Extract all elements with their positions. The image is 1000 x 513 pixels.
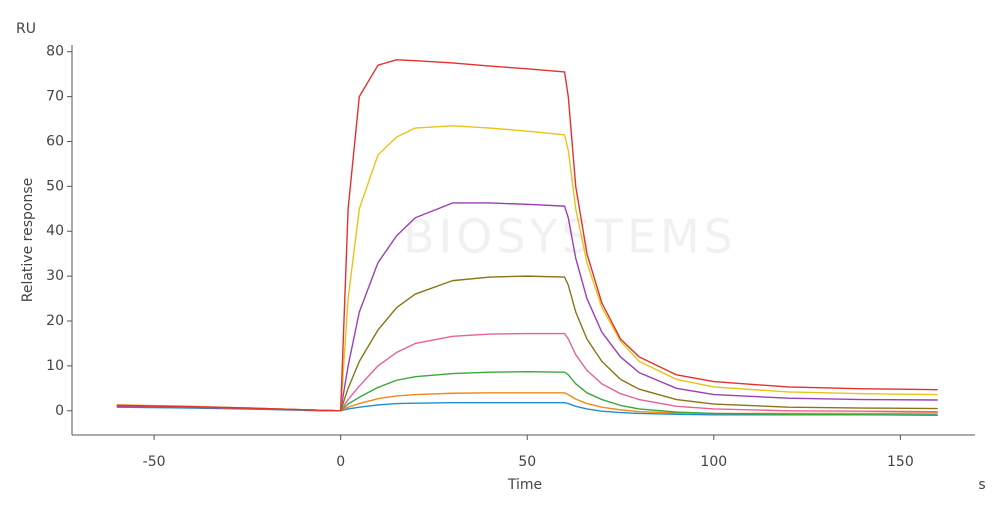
y-tick-label: 60 bbox=[46, 133, 64, 149]
y-tick-label: 0 bbox=[55, 403, 64, 419]
y-axis-label: Relative response bbox=[20, 178, 36, 303]
x-tick-label: 150 bbox=[887, 454, 914, 470]
y-tick-label: 40 bbox=[46, 223, 64, 239]
series-line bbox=[116, 332, 938, 413]
y-tick-label: 10 bbox=[46, 358, 64, 374]
series-line bbox=[116, 59, 938, 412]
series-line bbox=[116, 275, 938, 412]
x-axis-label: Time bbox=[507, 477, 542, 493]
watermark: BIOSYSTEMS bbox=[403, 210, 737, 264]
x-unit: s bbox=[978, 477, 985, 493]
y-tick-label: 20 bbox=[46, 313, 64, 329]
x-tick-label: 50 bbox=[518, 454, 536, 470]
series-line bbox=[116, 125, 938, 412]
y-tick-label: 30 bbox=[46, 268, 64, 284]
x-tick-label: 0 bbox=[336, 454, 345, 470]
x-tick-label: 100 bbox=[700, 454, 727, 470]
x-tick-label: -50 bbox=[143, 454, 166, 470]
y-unit: RU bbox=[16, 21, 36, 37]
y-tick-label: 80 bbox=[46, 44, 64, 60]
y-tick-label: 50 bbox=[46, 178, 64, 194]
y-tick-label: 70 bbox=[46, 89, 64, 105]
